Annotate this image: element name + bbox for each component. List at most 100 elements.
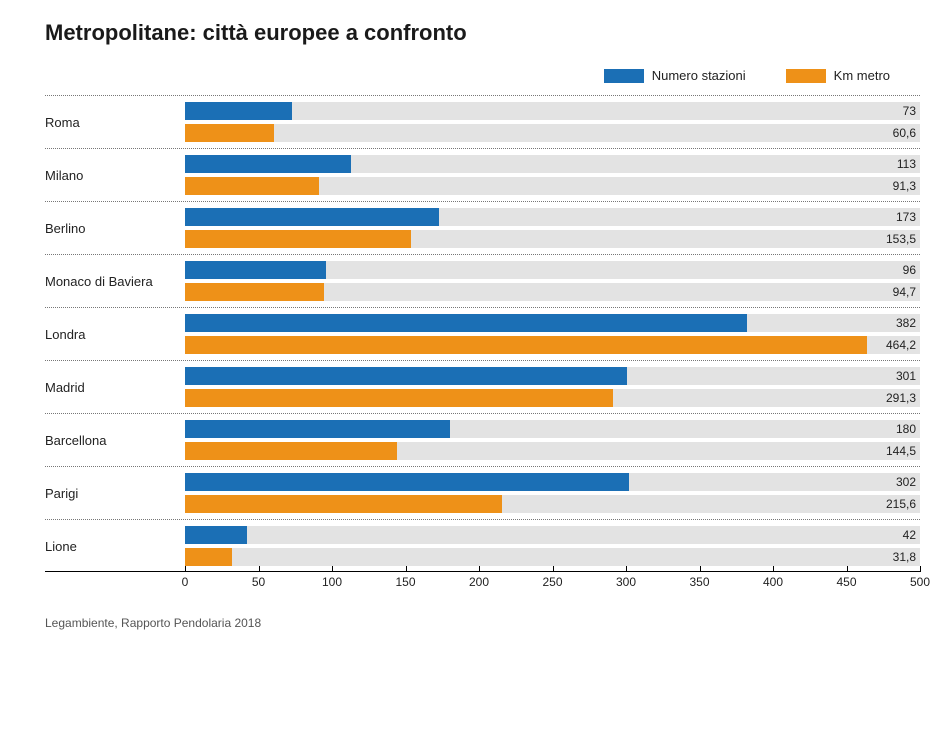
axis-tick-mark (479, 566, 480, 572)
city-label: Monaco di Baviera (45, 274, 185, 289)
bars-group: 42 31,8 (185, 520, 920, 572)
bar-track-km: 31,8 (185, 548, 920, 566)
bars-group: 73 60,6 (185, 96, 920, 148)
bar-value-stations: 173 (896, 210, 916, 224)
bar-track-stations: 173 (185, 208, 920, 226)
bar-fill-km (185, 442, 397, 460)
chart-title: Metropolitane: città europee a confronto (45, 20, 920, 46)
axis-tick-mark (332, 566, 333, 572)
bar-fill-km (185, 548, 232, 566)
city-label: Barcellona (45, 433, 185, 448)
bar-value-stations: 301 (896, 369, 916, 383)
chart-row: Madrid301291,3 (45, 361, 920, 414)
bar-track-km: 464,2 (185, 336, 920, 354)
axis-tick-label: 450 (836, 575, 856, 589)
bar-fill-stations (185, 261, 326, 279)
bars-group: 173 153,5 (185, 202, 920, 254)
bar-value-km: 60,6 (893, 126, 916, 140)
axis-tick-label: 300 (616, 575, 636, 589)
city-label: Milano (45, 168, 185, 183)
bar-track-km: 94,7 (185, 283, 920, 301)
city-label: Lione (45, 539, 185, 554)
axis-tick-label: 500 (910, 575, 930, 589)
bar-fill-km (185, 124, 274, 142)
chart-row: Barcellona180 144,5 (45, 414, 920, 467)
legend: Numero stazioni Km metro (45, 68, 920, 83)
source-note: Legambiente, Rapporto Pendolaria 2018 (45, 616, 920, 630)
axis-tick-label: 50 (252, 575, 265, 589)
legend-item-stations: Numero stazioni (604, 68, 746, 83)
axis-tick-mark (847, 566, 848, 572)
bar-fill-stations (185, 526, 247, 544)
chart-row: Roma 73 60,6 (45, 95, 920, 149)
chart-row: Milano113 91,3 (45, 149, 920, 202)
bar-track-stations: 96 (185, 261, 920, 279)
bars-group: 96 94,7 (185, 255, 920, 307)
bar-value-km: 153,5 (886, 232, 916, 246)
bar-fill-km (185, 177, 319, 195)
chart-row: Lione 42 31,8 (45, 520, 920, 572)
bar-value-km: 144,5 (886, 444, 916, 458)
bar-track-stations: 42 (185, 526, 920, 544)
bar-track-stations: 301 (185, 367, 920, 385)
bar-fill-stations (185, 155, 351, 173)
city-label: Londra (45, 327, 185, 342)
bar-value-stations: 96 (903, 263, 916, 277)
axis-tick-mark (185, 566, 186, 572)
bar-fill-stations (185, 420, 450, 438)
axis-tick-label: 400 (763, 575, 783, 589)
axis-tick-mark (259, 566, 260, 572)
axis-tick-label: 350 (689, 575, 709, 589)
axis-tick-label: 150 (395, 575, 415, 589)
bars-group: 382 464,2 (185, 308, 920, 360)
bar-fill-stations (185, 314, 747, 332)
axis-tick-mark (920, 566, 921, 572)
bar-track-km: 144,5 (185, 442, 920, 460)
bar-fill-km (185, 389, 613, 407)
bar-value-km: 91,3 (893, 179, 916, 193)
chart-row: Berlino 173 153,5 (45, 202, 920, 255)
legend-item-km: Km metro (786, 68, 890, 83)
bar-chart: Roma 73 60,6 Milano113 91,3 Berlino 173 153,5 Mo… (45, 95, 920, 572)
bar-track-stations: 73 (185, 102, 920, 120)
bar-track-stations: 113 (185, 155, 920, 173)
bar-track-km: 60,6 (185, 124, 920, 142)
bar-fill-km (185, 283, 324, 301)
chart-row: Monaco di Baviera 96 94,7 (45, 255, 920, 308)
axis-tick-mark (700, 566, 701, 572)
chart-row: Londra382 464,2 (45, 308, 920, 361)
bar-fill-km (185, 495, 502, 513)
bar-value-km: 464,2 (886, 338, 916, 352)
bar-value-stations: 73 (903, 104, 916, 118)
bar-fill-stations (185, 473, 629, 491)
legend-label-km: Km metro (834, 68, 890, 83)
bar-value-stations: 302 (896, 475, 916, 489)
bar-track-km: 215,6 (185, 495, 920, 513)
axis-tick-label: 100 (322, 575, 342, 589)
bars-group: 180 144,5 (185, 414, 920, 466)
bar-track-stations: 382 (185, 314, 920, 332)
legend-label-stations: Numero stazioni (652, 68, 746, 83)
bar-value-km: 215,6 (886, 497, 916, 511)
city-label: Parigi (45, 486, 185, 501)
bars-group: 302 215,6 (185, 467, 920, 519)
bar-track-stations: 302 (185, 473, 920, 491)
axis-tick-label: 0 (182, 575, 189, 589)
axis-tick-mark (406, 566, 407, 572)
bar-track-km: 153,5 (185, 230, 920, 248)
bar-fill-km (185, 230, 411, 248)
axis-tick-label: 200 (469, 575, 489, 589)
bar-fill-stations (185, 367, 627, 385)
x-axis: 050100150200250300350400450500 (45, 571, 920, 594)
axis-tick-label: 250 (542, 575, 562, 589)
city-label: Roma (45, 115, 185, 130)
chart-row: Parigi 302 215,6 (45, 467, 920, 520)
bar-value-stations: 42 (903, 528, 916, 542)
city-label: Berlino (45, 221, 185, 236)
bar-value-km: 291,3 (886, 391, 916, 405)
bar-value-km: 31,8 (893, 550, 916, 564)
bar-track-km: 91,3 (185, 177, 920, 195)
bar-track-stations: 180 (185, 420, 920, 438)
axis-tick-mark (626, 566, 627, 572)
legend-swatch-km (786, 69, 826, 83)
